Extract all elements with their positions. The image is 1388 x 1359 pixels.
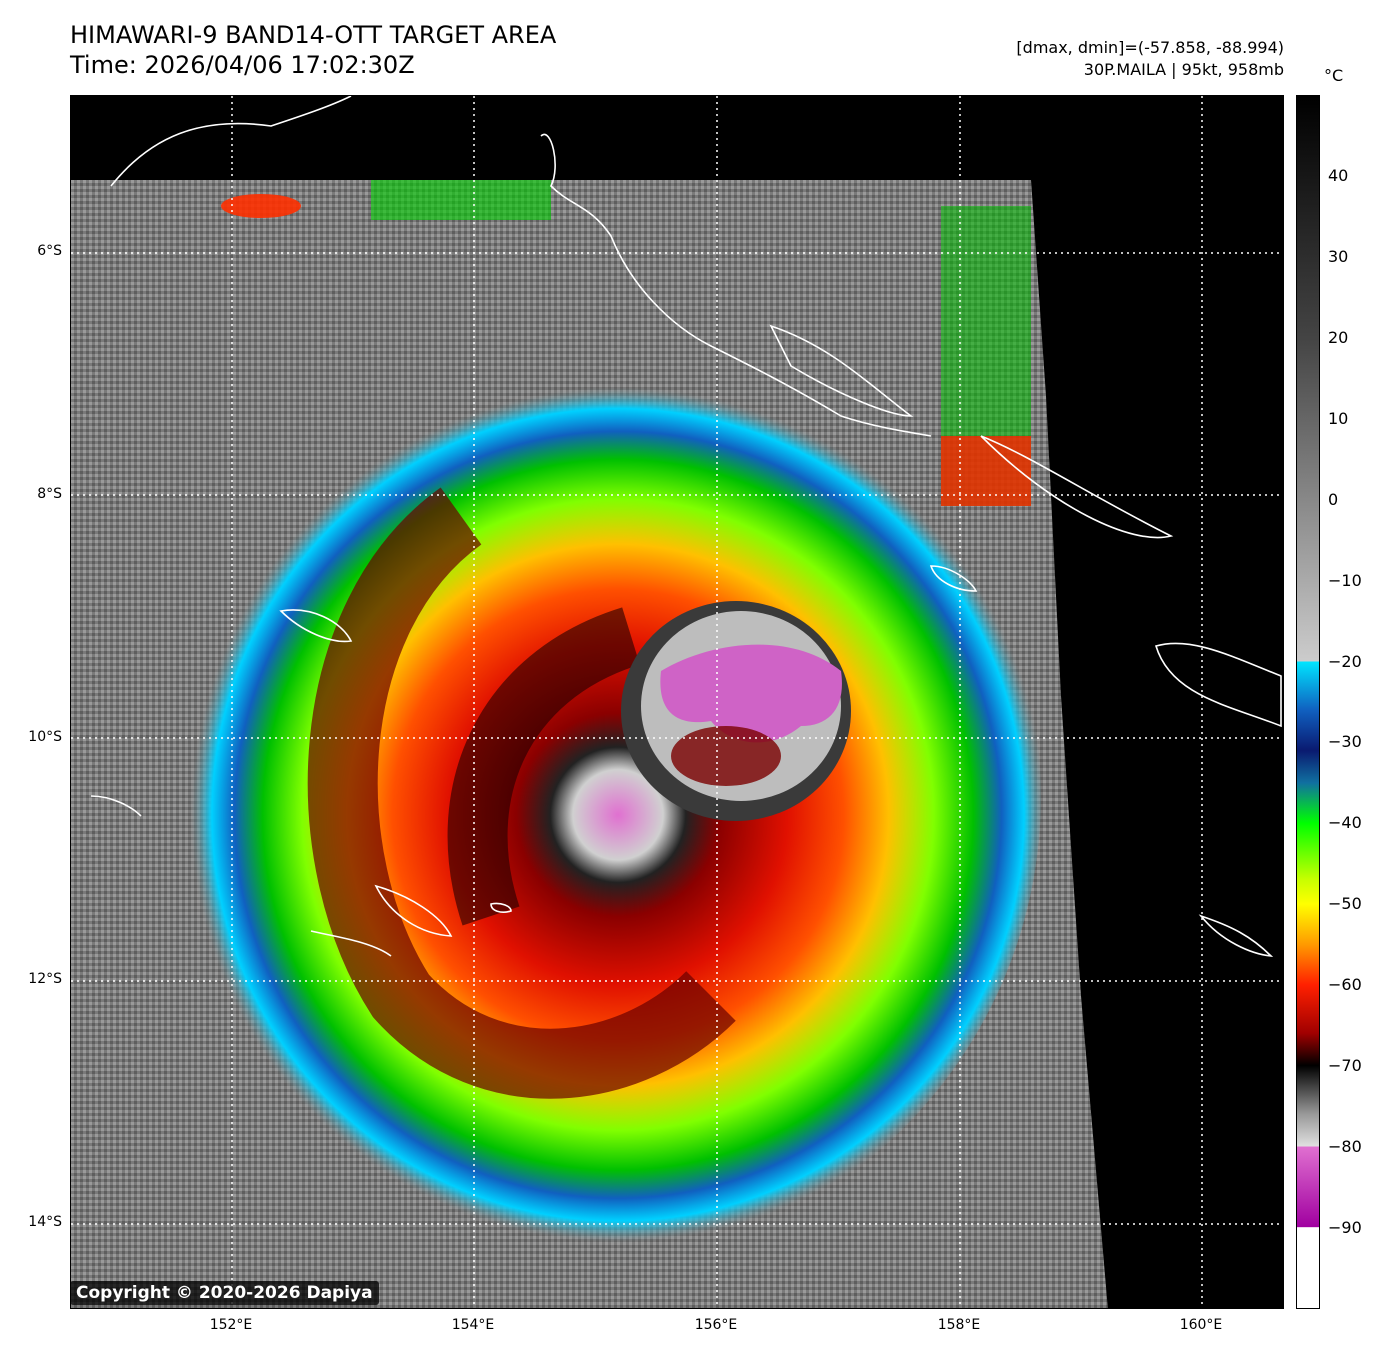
- colorbar-tick-label: −40: [1328, 813, 1362, 833]
- storm-info-label: 30P.MAILA | 95kt, 958mb: [1083, 60, 1284, 79]
- lon-label-154e: 154°E: [451, 1317, 495, 1333]
- coldest-tops: [660, 644, 842, 743]
- lon-label-160e: 160°E: [1179, 1317, 1223, 1333]
- colorbar-tick-label: −10: [1328, 570, 1362, 590]
- colorbar-tick-label: −70: [1328, 1056, 1362, 1076]
- lat-label-6s: 6°S: [37, 243, 62, 259]
- lat-label-8s: 8°S: [37, 486, 62, 502]
- copyright-label: Copyright © 2020-2026 Dapiya: [70, 1281, 379, 1305]
- colorbar-tick-label: −20: [1328, 651, 1362, 671]
- lat-label-14s: 14°S: [28, 1214, 62, 1230]
- lon-label-156e: 156°E: [694, 1317, 738, 1333]
- graticule: [71, 96, 1283, 1308]
- colorbar-tick-label: 20: [1328, 327, 1349, 347]
- colorbar-tick-label: −30: [1328, 732, 1362, 752]
- lat-label-10s: 10°S: [28, 729, 62, 745]
- colorbar-tick-label: 40: [1328, 165, 1349, 185]
- colorbar-tick-label: −50: [1328, 894, 1362, 914]
- colorbar-tick-label: −80: [1328, 1137, 1362, 1157]
- satellite-imagery: [71, 96, 1283, 1308]
- satellite-map: [70, 95, 1284, 1309]
- colorbar-tick-label: 30: [1328, 246, 1349, 266]
- colorbar-unit: °C: [1324, 66, 1344, 85]
- storm-info-block: [dmax, dmin]=(-57.858, -88.994) 30P.MAIL…: [1016, 37, 1284, 81]
- lon-label-152e: 152°E: [209, 1317, 253, 1333]
- colorbar-tick-label: 10: [1328, 408, 1349, 428]
- title-line-2: Time: 2026/04/06 17:02:30Z: [70, 51, 415, 79]
- colorbar: [1296, 95, 1320, 1309]
- dmax-dmin-label: [dmax, dmin]=(-57.858, -88.994): [1016, 38, 1284, 57]
- colorbar-tick-label: 0: [1328, 489, 1339, 509]
- figure-title: HIMAWARI-9 BAND14-OTT TARGET AREA Time: …: [70, 20, 556, 80]
- lat-label-12s: 12°S: [28, 971, 62, 987]
- colorbar-tick-label: −90: [1328, 1218, 1362, 1238]
- title-line-1: HIMAWARI-9 BAND14-OTT TARGET AREA: [70, 21, 557, 49]
- colorbar-tick-label: −60: [1328, 975, 1362, 995]
- coastlines: [90, 96, 1282, 958]
- lon-label-158e: 158°E: [937, 1317, 981, 1333]
- cyclone-cloud-shield: [101, 326, 1041, 1266]
